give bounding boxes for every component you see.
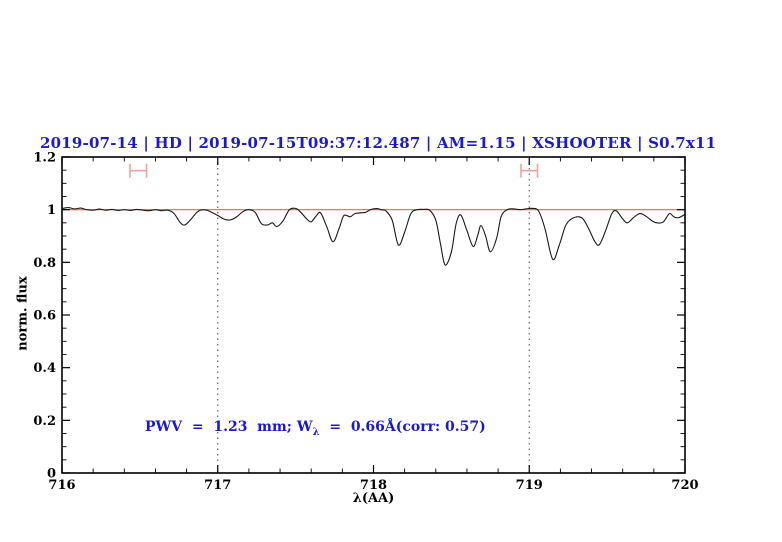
y-tick-label: 0.8 [33, 256, 56, 271]
y-tick-label: 0 [47, 467, 56, 482]
x-tick-label: 718 [360, 478, 387, 493]
x-tick-label: 719 [516, 478, 543, 493]
y-tick-label: 0.4 [33, 361, 56, 376]
y-tick-label: 1.2 [33, 151, 56, 166]
pwv-annotation-suffix: = 0.66Å(corr: 0.57) [319, 419, 486, 435]
pwv-annotation-prefix: PWV = 1.23 mm; W [145, 419, 313, 435]
axis-ticks [61, 156, 686, 474]
spectrum-line [61, 207, 686, 266]
x-tick-label: 716 [48, 478, 75, 493]
pwv-annotation: PWV = 1.23 mm; Wλ = 0.66Å(corr: 0.57) [145, 419, 486, 438]
y-tick-label: 0.2 [33, 414, 56, 429]
x-tick-label: 720 [671, 478, 698, 493]
y-tick-label: 1 [47, 203, 56, 218]
telluric-range-marker [129, 163, 148, 178]
y-tick-label: 0.6 [33, 309, 56, 324]
x-axis-label: λ(AA) [352, 491, 395, 506]
x-tick-label: 717 [204, 478, 231, 493]
plot-title: 2019-07-14 | HD | 2019-07-15T09:37:12.48… [40, 134, 717, 152]
telluric-range-marker [520, 163, 539, 178]
pwv-annotation-subscript: λ [312, 426, 320, 438]
